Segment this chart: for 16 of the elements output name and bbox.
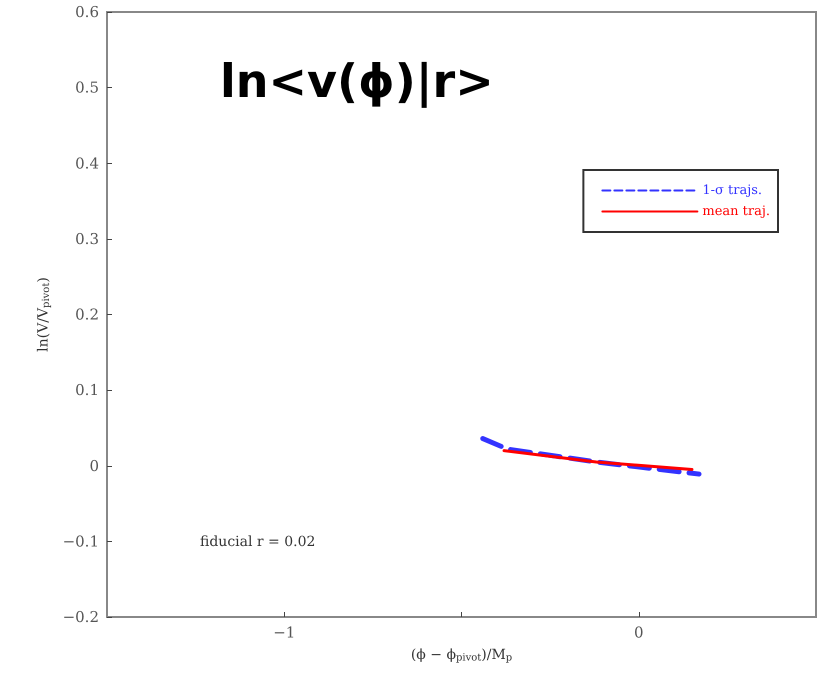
annotation: fiducial r = 0.02: [200, 534, 316, 550]
text: ln<v(ϕ)|r>: [220, 54, 494, 108]
y-axis-title: ln(V/Vpivot): [36, 277, 52, 352]
text: 1-σ trajs.: [702, 183, 762, 198]
y-tick-label: 0: [89, 456, 99, 475]
y-tick-label: 0.2: [75, 306, 99, 324]
y-tick-label: 0.1: [75, 381, 99, 400]
y-tick-label: −0.1: [62, 532, 99, 550]
y-tick-label: 0.5: [75, 78, 99, 97]
x-axis-title: (ϕ − ϕpivot)/Mp: [410, 647, 512, 664]
y-tick-label: −0.2: [62, 608, 99, 626]
x-tick-label: −1: [273, 624, 296, 642]
y-tick-label: 0.3: [75, 230, 99, 248]
y-tick-label: 0.6: [75, 3, 99, 21]
y-tick-label: 0.4: [75, 154, 99, 172]
text: mean traj.: [702, 204, 770, 219]
